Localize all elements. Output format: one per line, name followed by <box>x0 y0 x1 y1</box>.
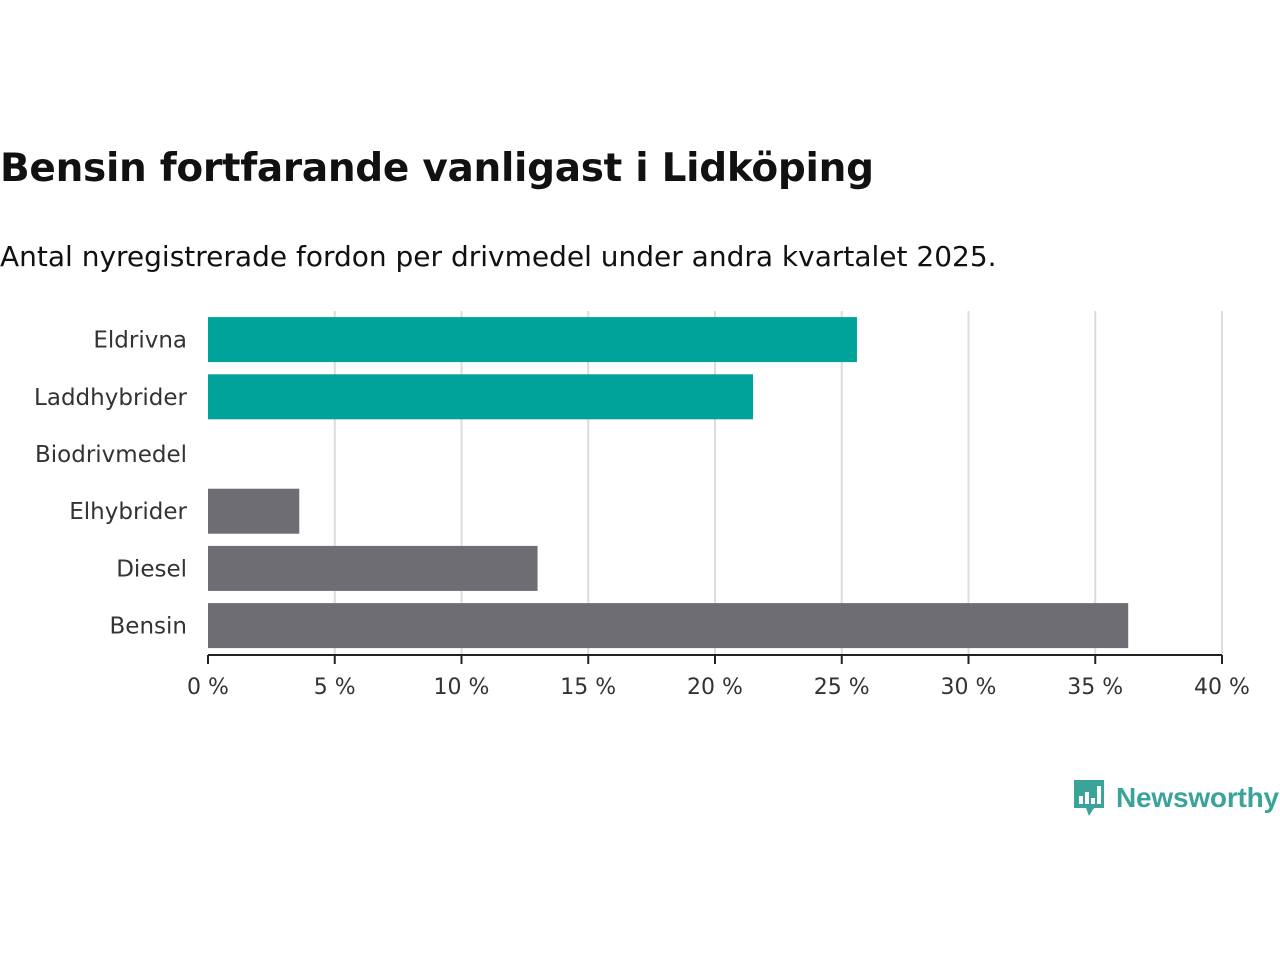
bar-eldrivna <box>208 317 857 363</box>
x-tick-label: 30 % <box>941 675 997 700</box>
category-label: Biodrivmedel <box>35 442 187 468</box>
brand-name: Newsworthy <box>1116 782 1279 813</box>
bar-bensin <box>208 603 1129 649</box>
x-tick-label: 35 % <box>1067 675 1123 700</box>
newsworthy-logo-icon <box>1074 780 1104 816</box>
x-tick-label: 20 % <box>687 675 743 700</box>
category-label: Laddhybrider <box>34 385 187 411</box>
x-tick-label: 40 % <box>1194 675 1250 700</box>
x-tick-label: 10 % <box>434 675 490 700</box>
bar-diesel <box>208 545 538 591</box>
x-tick-label: 5 % <box>314 675 356 700</box>
bar-elhybrider <box>208 488 300 534</box>
x-tick-label: 25 % <box>814 675 870 700</box>
category-label: Elhybrider <box>69 499 187 525</box>
x-tick-label: 0 % <box>187 675 229 700</box>
brand-logo: Newsworthy <box>1072 776 1279 820</box>
category-label: Bensin <box>110 614 187 640</box>
category-label: Diesel <box>116 556 187 582</box>
chart-title: Bensin fortfarande vanligast i Lidköping <box>0 146 874 191</box>
chart-subtitle: Antal nyregistrerade fordon per drivmede… <box>0 240 997 273</box>
x-tick-label: 15 % <box>560 675 616 700</box>
category-label: Eldrivna <box>93 328 187 354</box>
bar-laddhybrider <box>208 374 754 420</box>
